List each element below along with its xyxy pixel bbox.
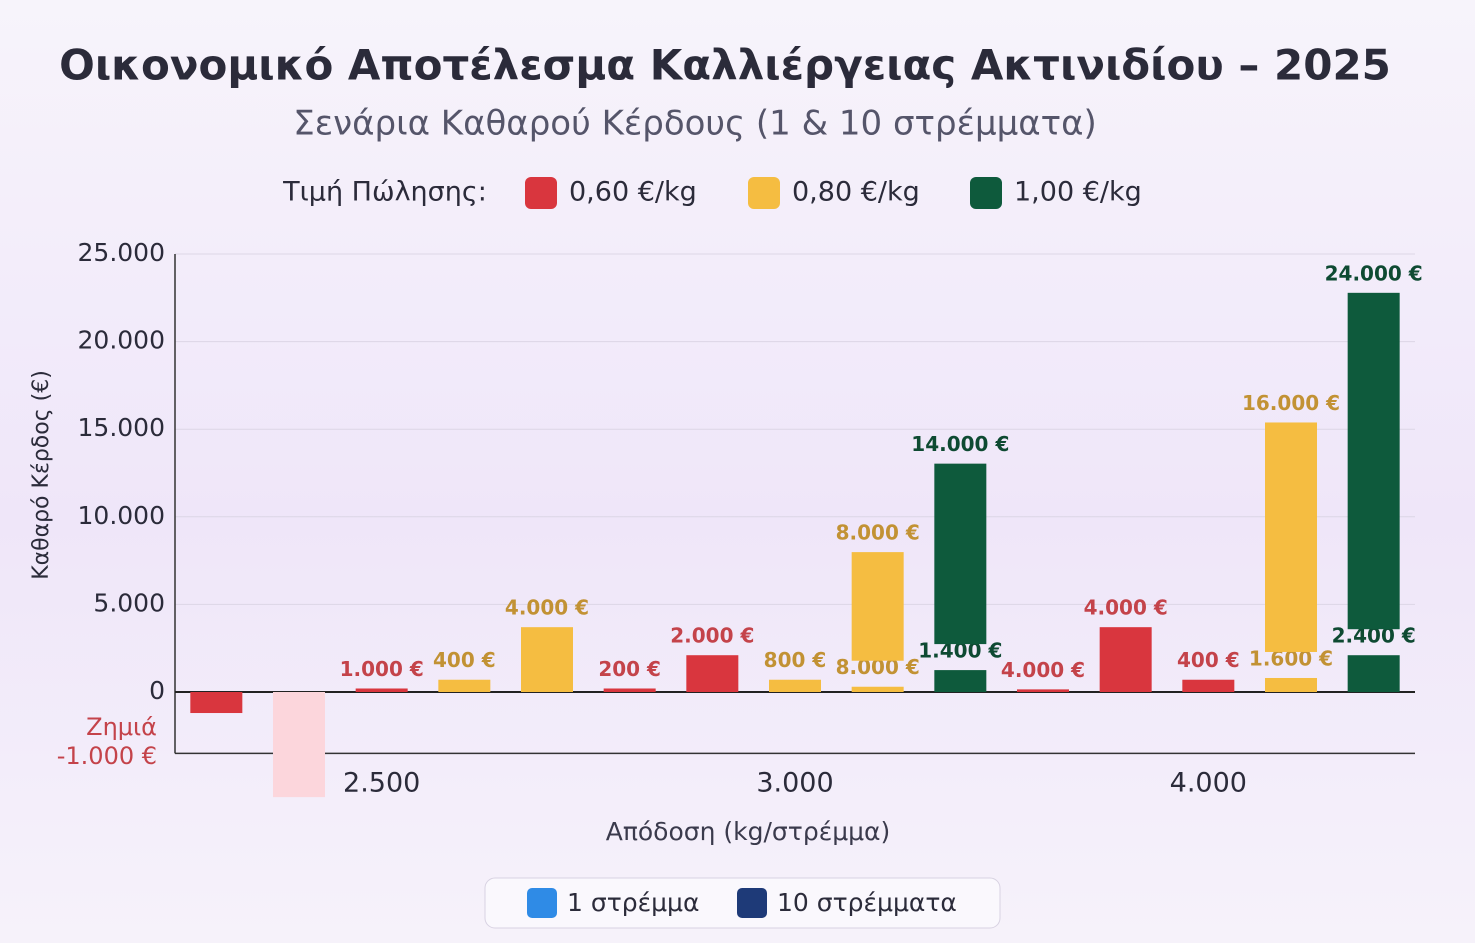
chart-title: Οικονομικό Αποτέλεσμα Καλλιέργειας Ακτιν… [59,41,1391,90]
y-tick-label: 25.000 [78,238,165,267]
bar [1265,422,1317,652]
bar [190,692,243,714]
bar [438,679,491,692]
bar [521,627,573,692]
bar-annotation: 800 € [764,648,827,672]
bar-annotation: 400 € [433,648,496,672]
legend-swatch [737,888,767,918]
price-legend-label: 0,80 €/kg [792,177,920,208]
y-tick-label: 20.000 [78,326,165,355]
price-legend-label: 1,00 €/kg [1014,177,1142,208]
bar-annotation: 4.000 € [1084,596,1168,620]
bar-annotation: 200 € [598,657,661,681]
bar [686,655,739,692]
bar-annotation: 14.000 € [911,432,1009,456]
bar-annotation: 400 € [1177,648,1240,672]
bar [1099,627,1152,692]
bar [851,552,904,661]
y-tick-label: 10.000 [78,501,165,530]
bar [769,679,821,692]
x-tick-label: 2.500 [343,768,420,799]
bar-annotation: 4.000 € [1001,658,1085,682]
bar [1347,292,1400,630]
legend-swatch [527,888,557,918]
chart-subtitle: Σενάρια Καθαρού Κέρδους (1 & 10 στρέμματ… [293,104,1097,144]
bar [355,688,408,692]
bar [603,688,656,692]
bar [851,686,904,692]
loss-note: -1.000 € [57,742,157,770]
bar [1182,679,1235,692]
bar [1017,689,1069,692]
price-legend-swatch [748,177,780,209]
price-legend-label: 0,60 €/kg [569,177,697,208]
price-legend-swatch [970,177,1002,209]
bar [1265,677,1317,692]
x-tick-label: 3.000 [756,768,833,799]
y-tick-label: 15.000 [78,413,165,442]
price-legend-title: Τιμή Πώλησης: [282,177,487,208]
legend-label: 10 στρέμματα [777,888,957,917]
bar-annotation: 8.000 € [836,521,920,545]
price-legend-swatch [525,177,557,209]
bar-annotation: 2.000 € [670,624,754,648]
bar-annotation: 4.000 € [505,596,589,620]
bar [934,463,987,645]
bar [934,670,987,692]
bar-annotation: 16.000 € [1242,391,1340,415]
x-axis-title: Απόδοση (kg/στρέμμα) [606,817,891,846]
x-tick-label: 4.000 [1170,768,1247,799]
bar [1347,655,1400,692]
bar [273,692,325,798]
bar-annotation: 24.000 € [1325,261,1423,285]
bar-annotation: 1.000 € [340,657,424,681]
y-tick-label: 0 [149,676,165,705]
y-tick-label: 5.000 [93,588,165,617]
loss-note: Ζημιά [86,713,157,741]
y-axis-title: Καθαρό Κέρδος (€) [29,370,54,580]
legend-label: 1 στρέμμα [567,888,699,917]
